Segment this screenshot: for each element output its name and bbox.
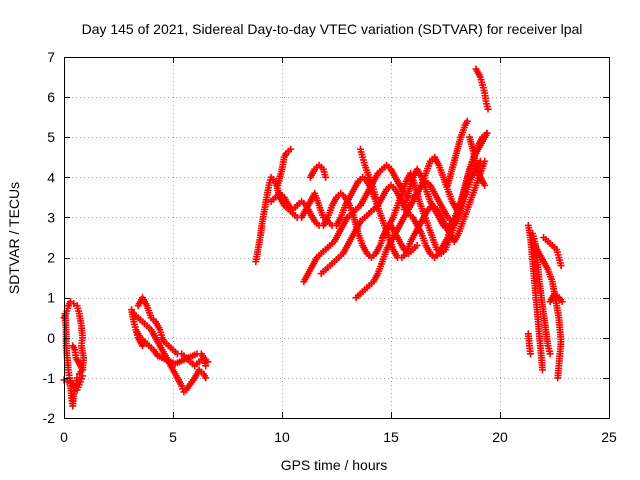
- data-point: [413, 242, 421, 250]
- y-tick-label: 2: [47, 250, 55, 266]
- x-tick-label: 25: [601, 429, 617, 445]
- data-point: [539, 366, 547, 374]
- data-point: [287, 145, 295, 153]
- y-tick-label: 1: [47, 290, 55, 306]
- data-point: [322, 173, 330, 181]
- data-point: [483, 129, 491, 137]
- data-series: [306, 161, 330, 181]
- data-point: [73, 374, 81, 382]
- data-series: [356, 145, 380, 201]
- data-point: [79, 366, 87, 374]
- data-series: [378, 221, 421, 258]
- data-point: [557, 262, 565, 270]
- data-points: [60, 65, 566, 410]
- y-tick-label: 5: [47, 129, 55, 145]
- data-series: [546, 290, 566, 306]
- data-series: [524, 221, 547, 374]
- axis-ticks: [64, 57, 610, 419]
- data-series: [132, 326, 212, 368]
- y-tick-label: -1: [43, 370, 56, 386]
- y-tick-label: 3: [47, 209, 55, 225]
- data-point: [481, 181, 489, 189]
- data-point: [463, 117, 471, 125]
- data-series: [529, 229, 554, 358]
- data-point: [372, 193, 380, 201]
- x-tick-label: 0: [60, 429, 68, 445]
- x-tick-label: 5: [169, 429, 177, 445]
- x-axis-label: GPS time / hours: [281, 457, 388, 473]
- data-point: [79, 372, 87, 380]
- y-tick-labels: -2 -1 0 1 2 3 4 5 6 7: [43, 49, 56, 426]
- data-series: [69, 342, 87, 374]
- data-series: [444, 117, 471, 189]
- data-series: [60, 372, 87, 394]
- y-tick-label: 7: [47, 49, 55, 65]
- x-tick-label: 20: [492, 429, 508, 445]
- data-point: [554, 374, 562, 382]
- chart-title: Day 145 of 2021, Sidereal Day-to-day VTE…: [82, 21, 583, 37]
- data-point: [558, 298, 566, 306]
- x-tick-label: 15: [383, 429, 399, 445]
- x-tick-labels: 0 5 10 15 20 25: [60, 429, 617, 445]
- data-series: [274, 145, 295, 189]
- data-point: [202, 362, 210, 370]
- data-point: [202, 374, 210, 382]
- data-point: [484, 105, 492, 113]
- data-point: [448, 217, 456, 225]
- data-series: [540, 234, 565, 270]
- data-series: [472, 65, 492, 113]
- x-tick-label: 10: [274, 429, 290, 445]
- data-series: [130, 310, 210, 396]
- y-tick-label: 0: [47, 330, 55, 346]
- plot-frame: [64, 57, 610, 419]
- data-series: [400, 165, 456, 233]
- data-series: [531, 242, 565, 382]
- data-series: [465, 133, 489, 189]
- data-series: [524, 330, 535, 358]
- y-tick-label: -2: [43, 410, 56, 426]
- y-axis-label: SDTVAR / TECUs: [6, 182, 22, 294]
- data-point: [204, 358, 212, 366]
- data-point: [527, 350, 535, 358]
- data-point: [476, 157, 484, 165]
- data-series: [134, 294, 210, 370]
- y-tick-label: 6: [47, 89, 55, 105]
- data-point: [546, 350, 554, 358]
- y-tick-label: 4: [47, 169, 55, 185]
